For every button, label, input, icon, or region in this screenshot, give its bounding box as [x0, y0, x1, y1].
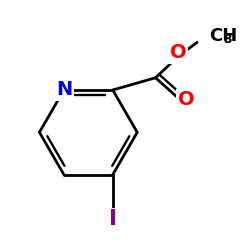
Text: O: O	[170, 43, 186, 62]
Text: N: N	[56, 80, 72, 100]
Text: O: O	[178, 90, 194, 109]
Text: I: I	[109, 210, 117, 230]
Text: CH: CH	[209, 27, 237, 45]
Text: 3: 3	[224, 34, 232, 46]
